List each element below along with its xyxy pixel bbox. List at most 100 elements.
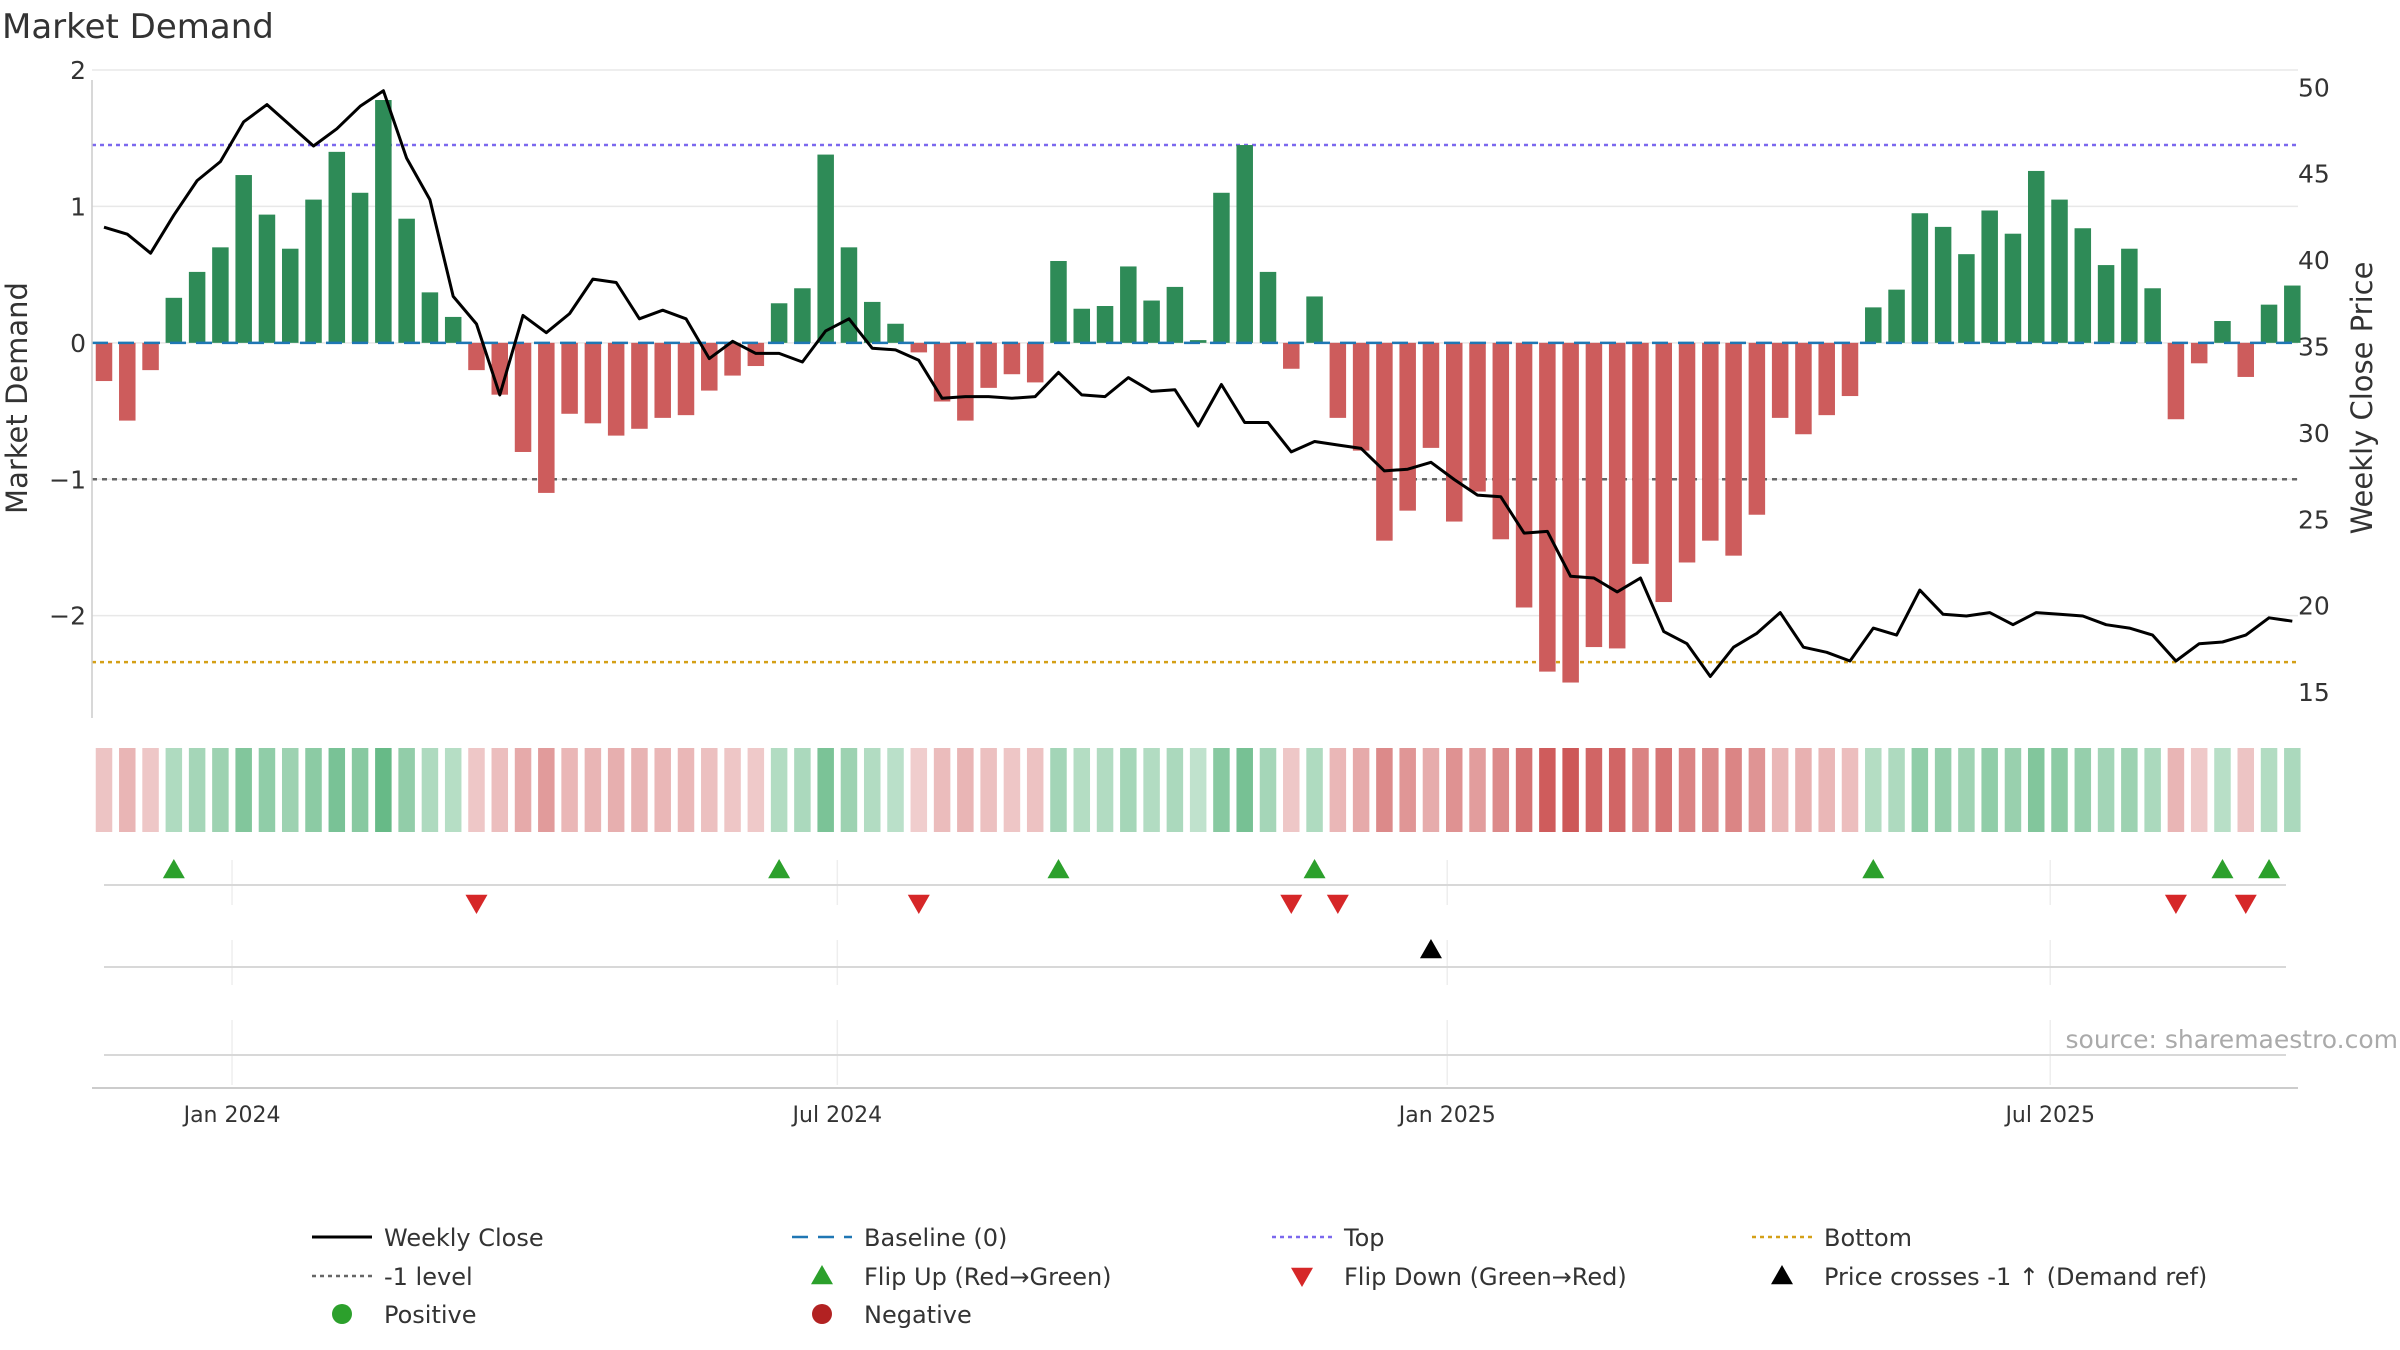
heat-cell [281, 748, 299, 832]
legend-label: Flip Up (Red→Green) [864, 1263, 1112, 1291]
heat-cell [514, 748, 532, 832]
legend-item: Price crosses -1 ↑ (Demand ref) [1771, 1263, 2207, 1291]
heat-cell [1422, 748, 1440, 832]
demand-bar [957, 342, 974, 421]
heat-cell [957, 748, 974, 832]
demand-bar [724, 342, 741, 376]
heat-cell [538, 748, 555, 832]
demand-bar [491, 342, 509, 395]
legend-label: Weekly Close [384, 1224, 544, 1252]
signal-markers [162, 859, 2281, 959]
demand-bar [328, 151, 346, 343]
demand-bar [1073, 308, 1091, 343]
heat-cell [1166, 748, 1184, 832]
heat-cell [1934, 748, 1952, 832]
heat-cell [444, 748, 462, 832]
demand-bar [1655, 342, 1673, 603]
demand-bar [933, 342, 951, 402]
x-axis-ticks: Jan 2024 Jul 2024 Jan 2025 Jul 2025 [182, 1103, 2095, 1128]
heat-cell [933, 748, 951, 832]
legend-swatch [1771, 1265, 1793, 1285]
demand-bar [1445, 342, 1463, 522]
heat-cell [421, 748, 439, 832]
heat-cell [119, 748, 136, 832]
y-tick-right-label: 35 [2298, 332, 2330, 361]
demand-bar [794, 288, 811, 343]
demand-bar [607, 342, 625, 436]
demand-bar [1539, 342, 1556, 672]
demand-bar [1981, 210, 1998, 343]
heat-cell [468, 748, 485, 832]
y-tick-left-label: 1 [70, 192, 86, 221]
demand-bar [1818, 342, 1835, 416]
demand-bar [887, 323, 904, 343]
heat-cell [1539, 748, 1556, 832]
heat-cell [1050, 748, 1067, 832]
demand-bar [142, 342, 159, 371]
demand-bar [468, 342, 485, 371]
heat-cell [607, 748, 625, 832]
heat-cell [980, 748, 997, 832]
heat-cell [2004, 748, 2022, 832]
demand-bar [1725, 342, 1742, 556]
demand-bar [305, 199, 322, 343]
legend-label: Baseline (0) [864, 1224, 1007, 1252]
heat-cell [677, 748, 695, 832]
flip-up-marker [1047, 859, 1070, 879]
heat-cell [1632, 748, 1649, 832]
heat-cell [1958, 748, 1975, 832]
heat-cell [1585, 748, 1603, 832]
heat-cell [2144, 748, 2161, 832]
heat-cell [1213, 748, 1230, 832]
heat-cell [165, 748, 183, 832]
heat-cell [1515, 748, 1533, 832]
demand-bar [677, 342, 695, 416]
legend-swatch [1291, 1267, 1313, 1287]
legend-item: Negative [812, 1301, 972, 1329]
heat-cell [910, 748, 928, 832]
legend-item: Baseline (0) [792, 1224, 1007, 1252]
heat-cell [258, 748, 276, 832]
heat-cell [631, 748, 648, 832]
legend-item: Bottom [1752, 1224, 1912, 1252]
heat-cell [584, 748, 602, 832]
demand-heat-strip [95, 748, 2301, 832]
demand-bar [2237, 342, 2255, 377]
flip-down-marker [2234, 894, 2257, 914]
demand-bar [1026, 342, 1044, 383]
y-tick-right-label: 30 [2298, 419, 2330, 448]
demand-bar [1189, 340, 1207, 343]
demand-bar [980, 342, 997, 388]
heat-cell [1259, 748, 1277, 832]
heat-cell [2097, 748, 2115, 832]
demand-bar [770, 303, 788, 343]
heat-cell [1748, 748, 1766, 832]
demand-bar [514, 342, 532, 452]
heat-cell [1702, 748, 1719, 832]
demand-bar [351, 192, 369, 343]
heat-cell [235, 748, 252, 832]
demand-bar [584, 342, 602, 424]
demand-bar [1236, 145, 1253, 343]
demand-bar [1422, 342, 1440, 448]
heat-cell [1795, 748, 1812, 832]
legend: Weekly Close Baseline (0) Top Bottom -1 leve… [312, 1224, 2207, 1329]
flip-up-marker [2211, 859, 2234, 879]
heat-cell [1888, 748, 1905, 832]
heat-cell [1306, 748, 1323, 832]
legend-item: Flip Up (Red→Green) [811, 1263, 1112, 1291]
y-tick-left-label: 0 [70, 329, 86, 358]
demand-bar [1306, 296, 1323, 343]
flip-up-marker [768, 859, 791, 879]
heat-cell [2260, 748, 2278, 832]
y-tick-right-label: 15 [2298, 678, 2330, 707]
heat-cell [328, 748, 346, 832]
source-note: source: sharemaestro.com [2066, 1025, 2399, 1054]
demand-bar [1771, 342, 1789, 418]
demand-bar [561, 342, 578, 414]
heat-cell [1352, 748, 1370, 832]
heat-cell [1003, 748, 1021, 832]
chart-title: Market Demand [2, 7, 274, 47]
y-tick-left-label: −2 [49, 602, 86, 631]
heat-cell [95, 748, 113, 832]
